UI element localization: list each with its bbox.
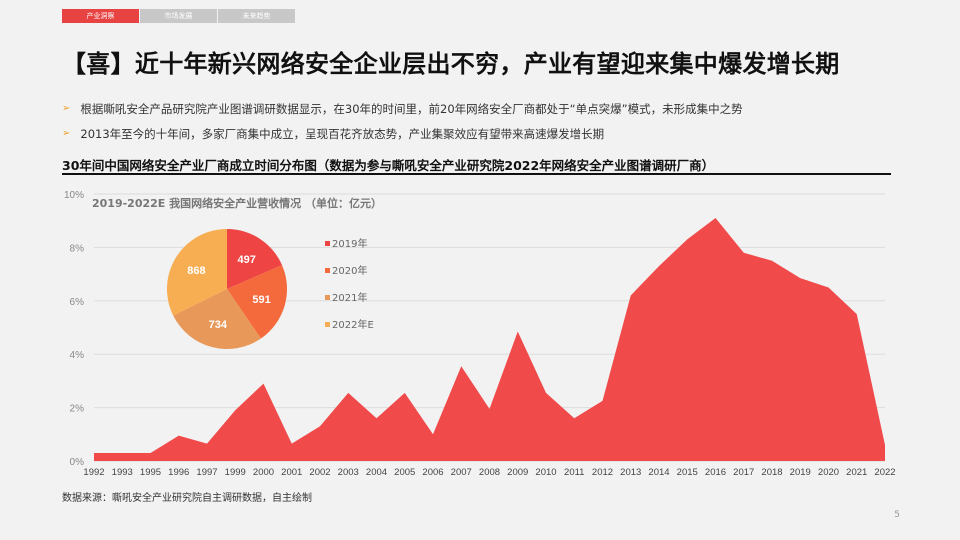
x-tick-label: 2007	[451, 467, 472, 478]
x-tick-label: 1999	[225, 467, 246, 478]
chart-title: 30年间中国网络安全产业厂商成立时间分布图（数据为参与嘶吼安全产业研究院2022…	[62, 158, 715, 173]
legend-label: 2020年	[332, 264, 367, 277]
x-tick-label: 2019	[790, 467, 811, 478]
x-tick-label: 2015	[677, 467, 698, 478]
pie-slice	[173, 289, 261, 350]
pie-slice	[227, 265, 287, 339]
x-tick-label: 2014	[648, 467, 669, 478]
x-tick-label: 2009	[507, 467, 528, 478]
x-tick-label: 2002	[309, 467, 330, 478]
y-tick-label: 10%	[64, 190, 84, 201]
pie-data-label: 497	[238, 254, 256, 266]
x-tick-label: 1993	[112, 467, 133, 478]
y-tick-label: 6%	[70, 297, 85, 308]
y-tick-label: 8%	[70, 243, 85, 254]
arrow-bullet-icon: ➢	[62, 128, 71, 139]
x-tick-label: 1995	[140, 467, 161, 478]
tab-2[interactable]: 市场发展	[140, 9, 217, 23]
pie-data-label: 591	[252, 294, 270, 306]
x-tick-label: 2003	[338, 467, 359, 478]
pie-slice	[227, 229, 283, 289]
page-title: 【喜】近十年新兴网络安全企业层出不穷，产业有望迎来集中爆发增长期	[62, 50, 840, 78]
x-tick-label: 2016	[705, 467, 726, 478]
legend-label: 2022年E	[332, 318, 374, 331]
x-tick-label: 2018	[761, 467, 782, 478]
tab-1[interactable]: 产业洞察	[62, 9, 139, 23]
x-tick-label: 2006	[422, 467, 443, 478]
x-tick-label: 1997	[196, 467, 217, 478]
x-tick-label: 2020	[818, 467, 839, 478]
source-note: 数据来源：嘶吼安全产业研究院自主调研数据，自主绘制	[62, 493, 312, 504]
y-tick-label: 0%	[70, 457, 85, 468]
legend-label: 2021年	[332, 291, 367, 304]
x-tick-label: 2012	[592, 467, 613, 478]
x-tick-label: 2022	[874, 467, 895, 478]
page-number: 5	[894, 510, 900, 520]
x-tick-label: 2013	[620, 467, 641, 478]
x-tick-label: 2008	[479, 467, 500, 478]
area-series	[94, 218, 885, 461]
pie-slice	[166, 229, 227, 316]
x-tick-label: 2004	[366, 467, 387, 478]
legend-swatch	[325, 322, 330, 327]
arrow-bullet-icon: ➢	[62, 103, 71, 114]
pie-data-label: 868	[187, 265, 205, 277]
x-tick-label: 2001	[281, 467, 302, 478]
x-tick-label: 2021	[846, 467, 867, 478]
legend-swatch	[325, 268, 330, 273]
x-tick-label: 2000	[253, 467, 274, 478]
bullet-item: ➢ 2013年至今的十年间，多家厂商集中成立，呈现百花齐放态势，产业集聚效应有望带…	[62, 121, 743, 146]
bullet-list: ➢ 根据嘶吼安全产品研究院产业图谱调研数据显示，在30年的时间里，前20年网络安全…	[62, 96, 743, 146]
y-tick-label: 2%	[70, 404, 85, 415]
legend-label: 2019年	[332, 237, 367, 250]
x-tick-label: 1992	[83, 467, 104, 478]
bullet-text: 根据嘶吼安全产品研究院产业图谱调研数据显示，在30年的时间里，前20年网络安全厂…	[80, 101, 743, 116]
x-tick-label: 2017	[733, 467, 754, 478]
bullet-text: 2013年至今的十年间，多家厂商集中成立，呈现百花齐放态势，产业集聚效应有望带来…	[80, 126, 605, 141]
legend-swatch	[325, 295, 330, 300]
x-tick-label: 2011	[564, 467, 584, 478]
legend-swatch	[325, 241, 330, 246]
bullet-item: ➢ 根据嘶吼安全产品研究院产业图谱调研数据显示，在30年的时间里，前20年网络安全…	[62, 96, 743, 121]
section-tabs: 产业洞察 市场发展 未来趋势	[62, 9, 295, 23]
pie-title: 2019-2022E 我国网络安全产业营收情况 （单位：亿元）	[92, 196, 382, 210]
y-tick-label: 4%	[70, 350, 85, 361]
x-tick-label: 1996	[168, 467, 189, 478]
tab-3[interactable]: 未来趋势	[218, 9, 295, 23]
x-tick-label: 2010	[535, 467, 556, 478]
x-tick-label: 2005	[394, 467, 415, 478]
title-rule	[62, 173, 891, 175]
pie-data-label: 734	[209, 319, 228, 331]
